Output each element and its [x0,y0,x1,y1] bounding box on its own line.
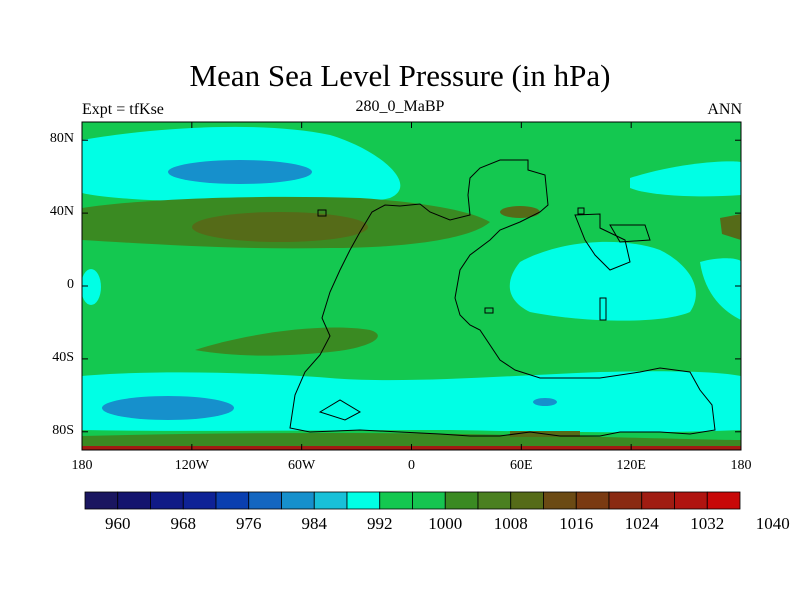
asia-high-core [500,206,540,218]
x-tick-label: 0 [408,458,415,473]
colorbar-swatch [543,491,577,510]
tropical-low-west [82,269,101,305]
colorbar-swatch [281,491,315,510]
south-high [195,327,378,356]
colorbar-label: 1000 [428,514,463,533]
southern-ocean-low [82,371,741,433]
x-ticks [81,122,742,450]
y-tick-label: 40N [49,204,74,220]
colorbar-swatch [182,491,217,510]
colorbar-swatch [510,491,544,510]
pressure-field [82,122,741,450]
colorbar-swatch [150,491,184,510]
southern-ocean-low-core-east [533,398,557,406]
ne-low [630,161,741,197]
colorbar-label: 992 [367,514,393,533]
colorbar-label: 1008 [493,514,528,533]
colorbar-swatch [379,491,413,510]
colorbar-swatch [674,491,708,510]
x-tick-label: 60E [510,458,533,473]
colorbar-swatch [641,491,675,510]
colorbar-label: 968 [170,514,197,533]
colorbar-label: 984 [301,514,328,533]
colorbar-swatch [706,491,741,510]
x-tick-label: 180 [730,458,752,473]
y-tick-label: 0 [67,277,74,292]
island-2 [317,209,327,217]
tropical-low-east [700,258,741,320]
experiment-label: Expt = tfKse [82,101,164,118]
pangaea-outline [289,159,716,437]
colorbar-swatch [346,491,381,510]
colorbar-label: 976 [236,514,262,533]
x-tick-label: 60W [288,458,316,473]
colorbar-swatch [248,491,282,510]
y-tick-label: 80S [52,422,74,438]
island-3 [577,207,585,215]
chart-title: Mean Sea Level Pressure (in hPa) [189,58,611,93]
north-china-outline [609,224,651,243]
y-ticks [82,139,741,433]
antarctic-inlet [318,399,362,421]
colorbar-swatch [215,491,250,510]
y-tick-label: 40S [52,349,74,365]
colorbar-swatch [444,491,479,510]
x-tick-label: 180 [71,458,93,473]
polar-high-band [82,433,741,450]
season-label: ANN [707,101,742,118]
north-high-core [192,212,368,242]
colorbar-swatch [575,491,610,510]
colorbar-swatch [608,491,643,510]
colorbar-label: 1032 [690,514,725,533]
colorbar-swatch [117,491,151,510]
colorbar-swatch [412,491,446,510]
colorbar-swatch [313,491,348,510]
north-low-core [168,160,312,184]
continent-outlines [289,159,716,437]
tropical-low-pacific [509,241,696,321]
pacific-high [720,214,741,240]
colorbar [84,491,741,510]
colorbar-label: 1024 [624,514,659,533]
island-1 [599,297,607,321]
southern-ocean-low-core [102,396,234,420]
time-label: 280_0_MaBP [355,98,445,115]
colorbar-swatch [477,491,512,510]
x-tick-label: 120E [616,458,646,473]
colorbar-label: 960 [105,514,131,533]
colorbar-label: 1040 [755,514,790,533]
y-tick-label: 80N [49,131,74,147]
x-tick-label: 120W [174,458,209,473]
cathaysia-outline [574,213,631,271]
colorbar-swatch [84,491,119,510]
colorbar-label: 1016 [559,514,594,533]
island-4 [484,307,494,314]
